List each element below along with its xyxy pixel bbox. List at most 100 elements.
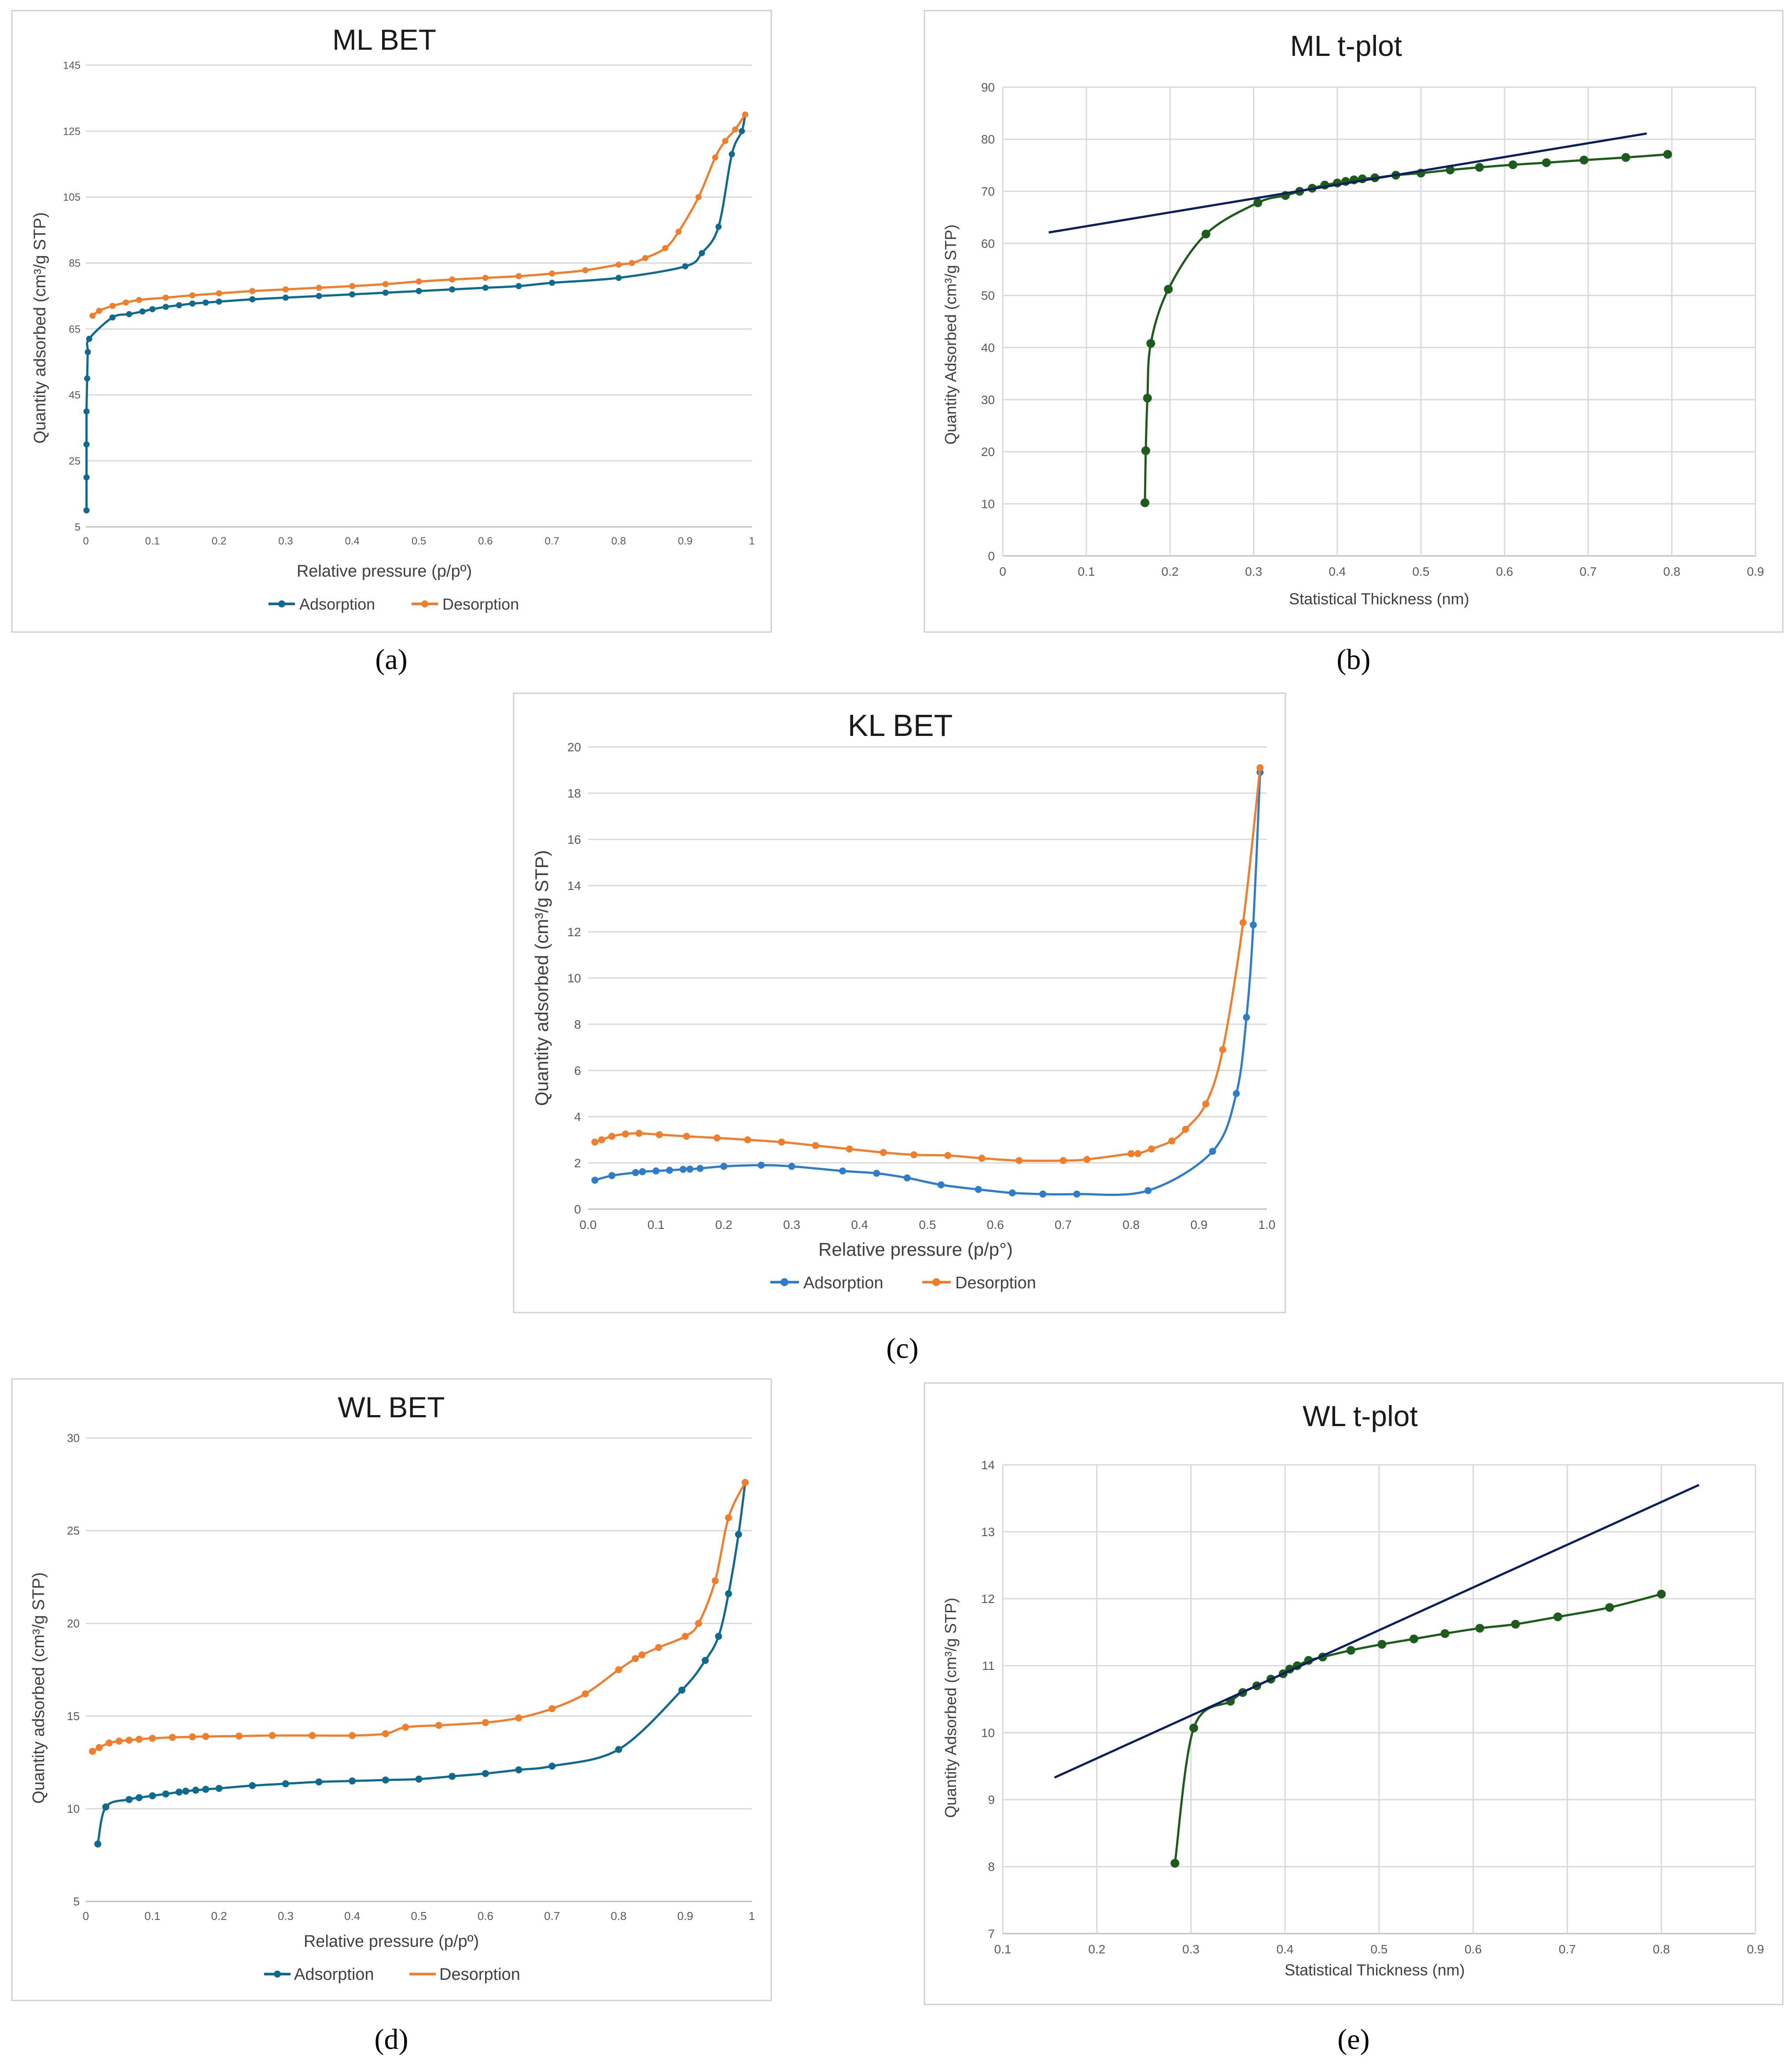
panel-a-frame	[11, 10, 772, 633]
y-tick-label: 85	[69, 257, 81, 269]
series-adsorption-point	[176, 302, 182, 309]
series-adsorption-point	[449, 1772, 456, 1780]
x-tick-label: 0.9	[678, 535, 692, 547]
series-adsorption-point	[679, 1166, 687, 1173]
series-adsorption-point	[702, 1657, 709, 1664]
y-tick-label: 20	[567, 740, 581, 754]
series-desorption-point	[681, 1633, 689, 1640]
y-tick-label: 16	[567, 833, 581, 846]
series-adsorption-point	[666, 1166, 673, 1174]
series-desorption-point	[812, 1142, 819, 1149]
series-adsorption-point	[202, 1786, 210, 1793]
series-adsorption-point	[678, 1686, 686, 1694]
x-tick-label: 0.5	[1413, 565, 1430, 578]
series-desorption-point	[548, 1705, 556, 1712]
series-adsorption-point	[216, 298, 222, 305]
y-tick-label: 14	[567, 879, 581, 893]
series-desorption-point	[711, 1577, 719, 1585]
series-adsorption-point	[1250, 921, 1257, 929]
series-adsorption-point	[715, 224, 722, 230]
series-desorption-point	[622, 1130, 629, 1138]
panel-d-title: WL BET	[338, 1391, 445, 1423]
series-adsorption-point	[1039, 1190, 1047, 1198]
x-tick-label: 0.2	[1088, 1942, 1105, 1956]
series-desorption-point	[742, 111, 748, 118]
series-adsorption-point	[162, 1790, 169, 1798]
series-data-point	[1164, 285, 1173, 294]
series-desorption-point	[235, 1732, 243, 1740]
series-adsorption-point	[715, 1633, 722, 1640]
series-adsorption-point	[202, 299, 209, 306]
panel-e-frame	[924, 1382, 1784, 2005]
series-desorption-point	[978, 1155, 986, 1162]
panel-a: ML BET 5 25 45 65 85 105 125 145 0 0.1 0.2 0.3 0.4 0.…	[11, 10, 772, 676]
x-tick-label: 0.6	[1496, 565, 1513, 578]
series-desorption-point	[482, 275, 489, 281]
x-tick-label: 0.0	[580, 1218, 597, 1232]
panel-c-legend-adsorption-marker	[780, 1278, 788, 1286]
series-desorption-line	[594, 768, 1262, 1162]
series-data-point	[1663, 150, 1672, 159]
x-tick-label: 0.6	[478, 1909, 493, 1923]
series-desorption-point	[202, 1733, 210, 1740]
panel-c-y-axis-label: Quantity adsorbed (cm³/g STP)	[531, 850, 552, 1106]
panel-d-legend-adsorption-label: Adsorption	[294, 1965, 374, 1984]
series-desorption-point	[105, 1739, 113, 1747]
series-data-point	[1475, 163, 1484, 172]
panel-a-y-axis-label: Quantity adsorbed (cm³/g STP)	[31, 212, 49, 444]
series-adsorption-point	[1008, 1189, 1016, 1197]
series-desorption-point	[349, 1732, 356, 1739]
series-desorption-point	[1256, 764, 1264, 772]
series-adsorption-point	[686, 1166, 694, 1173]
series-adsorption-point	[482, 284, 489, 291]
series-adsorption-point	[449, 286, 456, 293]
y-tick-label: 145	[63, 59, 81, 71]
panel-e-y-axis-label: Quantity Adsorbed (cm³/g STP)	[942, 1598, 960, 1818]
x-tick-label: 0.3	[783, 1218, 800, 1232]
x-tick-label: 0.8	[1653, 1942, 1670, 1956]
series-adsorption-point	[415, 1776, 423, 1783]
series-desorption-point	[1083, 1156, 1091, 1163]
series-desorption-point	[732, 126, 739, 133]
x-tick-label: 1	[749, 1909, 755, 1923]
series-desorption-point	[282, 286, 289, 293]
panel-e: WL t-plot 7 8 9 10 11 12 13 14 0.1 0.2 0.3 0.4 0.5 0.…	[924, 1382, 1784, 2056]
series-adsorption-point	[548, 1762, 556, 1770]
series-data-point	[1542, 158, 1551, 167]
series-adsorption-point	[316, 293, 322, 299]
panel-d-legend-adsorption-marker	[274, 1971, 281, 1978]
series-desorption-point	[269, 1732, 276, 1739]
series-adsorption-point	[1144, 1187, 1152, 1194]
y-tick-label: 80	[981, 132, 995, 146]
series-data-point	[1377, 1640, 1387, 1649]
y-tick-label: 60	[981, 237, 995, 250]
series-adsorption-point	[349, 1777, 356, 1785]
x-tick-label: 0.1	[994, 1942, 1012, 1956]
y-tick-label: 10	[981, 497, 995, 511]
x-tick-label: 0.4	[345, 535, 360, 547]
series-desorption-point	[1240, 919, 1247, 926]
series-adsorption-point	[515, 283, 522, 290]
series-data-point	[1579, 155, 1589, 165]
series-desorption-point	[712, 154, 718, 161]
caption-e: (e)	[1337, 2023, 1369, 2056]
y-tick-label: 40	[981, 341, 995, 354]
series-adsorption-point	[482, 1770, 489, 1777]
series-adsorption-point	[696, 1165, 704, 1172]
x-tick-label: 0.1	[145, 535, 160, 547]
series-adsorption-point	[149, 1792, 156, 1799]
series-desorption-point	[846, 1145, 853, 1153]
series-fit-line-line	[1049, 132, 1647, 234]
series-adsorption-point	[83, 441, 90, 448]
series-adsorption-point	[615, 1746, 622, 1753]
series-desorption-point	[582, 267, 589, 274]
series-desorption-point	[89, 1747, 96, 1755]
x-tick-label: 0.1	[1078, 565, 1095, 578]
series-data-point	[1201, 229, 1211, 239]
panel-b-x-axis-label: Statistical Thickness (nm)	[1289, 590, 1469, 608]
panel-c-legend-desorption-label: Desorption	[955, 1274, 1036, 1292]
caption-a: (a)	[375, 644, 407, 676]
series-adsorption-point	[125, 1796, 133, 1803]
x-tick-label: 0.2	[715, 1218, 732, 1232]
